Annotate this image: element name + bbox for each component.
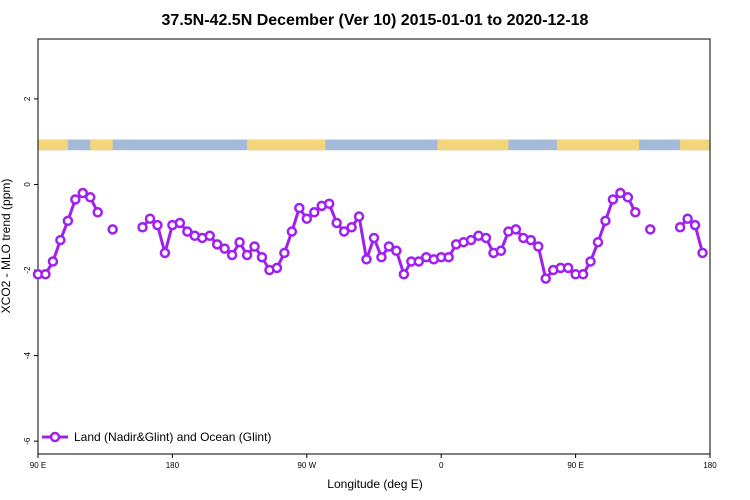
data-point bbox=[211, 239, 223, 250]
data-point bbox=[585, 256, 596, 267]
x-tick-label: 0 bbox=[439, 461, 444, 470]
chart-title: 37.5N-42.5N December (Ver 10) 2015-01-01… bbox=[162, 12, 589, 29]
y-tick-label: -2 bbox=[23, 266, 32, 274]
y-tick-label: 2 bbox=[23, 96, 32, 101]
data-point bbox=[137, 221, 148, 233]
data-point bbox=[592, 236, 604, 248]
data-point bbox=[577, 269, 589, 280]
data-point bbox=[622, 192, 634, 203]
x-axis: 90 E 180 90 W 0 90 E 180 bbox=[30, 454, 717, 470]
data-point bbox=[174, 217, 186, 229]
data-point bbox=[301, 213, 313, 224]
data-point bbox=[77, 187, 89, 199]
data-point bbox=[376, 251, 387, 263]
data-point bbox=[353, 211, 365, 222]
x-tick-label: 180 bbox=[166, 461, 180, 470]
data-point bbox=[331, 217, 342, 229]
data-point bbox=[540, 273, 551, 284]
data-point bbox=[533, 241, 544, 252]
y-tick-label: -4 bbox=[23, 351, 32, 359]
data-point bbox=[271, 262, 283, 274]
map-strip-land bbox=[437, 139, 509, 151]
x-axis-label: Longitude (deg E) bbox=[327, 477, 422, 491]
data-point bbox=[226, 249, 238, 261]
data-point bbox=[607, 194, 619, 205]
data-point bbox=[159, 247, 171, 259]
data-point bbox=[279, 247, 290, 259]
data-point bbox=[338, 226, 350, 237]
data-point bbox=[562, 262, 574, 274]
y-axis: 2 0 -2 -4 -6 bbox=[23, 96, 38, 445]
data-point bbox=[294, 202, 305, 214]
data-point bbox=[674, 221, 686, 233]
data-point bbox=[443, 251, 454, 263]
series-layer bbox=[32, 187, 708, 284]
data-point bbox=[645, 224, 656, 235]
y-tick-label: -6 bbox=[23, 437, 32, 445]
data-point bbox=[47, 256, 59, 267]
map-strip-land bbox=[680, 139, 710, 151]
data-point bbox=[697, 247, 708, 259]
y-axis-label: XCO2 - MLO trend (ppm) bbox=[0, 179, 13, 314]
x-tick-label: 180 bbox=[703, 461, 717, 470]
data-point bbox=[204, 230, 215, 242]
map-strip-land bbox=[38, 139, 68, 151]
data-point bbox=[413, 256, 425, 267]
data-point bbox=[40, 269, 51, 280]
data-point bbox=[323, 198, 335, 209]
data-point bbox=[256, 251, 268, 263]
data-point bbox=[182, 226, 193, 237]
data-point bbox=[152, 219, 163, 231]
data-point bbox=[234, 236, 245, 248]
map-strip-land bbox=[247, 139, 326, 151]
data-point bbox=[92, 207, 103, 218]
data-point bbox=[70, 194, 81, 205]
y-tick-label: 0 bbox=[23, 182, 32, 187]
data-point bbox=[346, 221, 357, 233]
data-point bbox=[241, 249, 253, 261]
map-strip-ocean bbox=[38, 139, 710, 151]
data-point bbox=[615, 187, 626, 199]
data-point bbox=[144, 213, 156, 224]
x-tick-label: 90 W bbox=[297, 461, 316, 470]
data-point bbox=[525, 234, 537, 246]
data-point bbox=[630, 207, 641, 218]
data-point bbox=[62, 215, 74, 227]
x-tick-label: 90 E bbox=[30, 461, 46, 470]
data-point bbox=[398, 269, 410, 280]
series-line bbox=[38, 191, 100, 276]
legend-label: Land (Nadir&Glint) and Ocean (Glint) bbox=[74, 430, 271, 444]
data-point bbox=[55, 234, 66, 246]
data-point bbox=[465, 234, 477, 246]
data-point bbox=[85, 192, 96, 203]
map-strip bbox=[38, 139, 710, 151]
data-point bbox=[391, 245, 402, 257]
data-point bbox=[249, 241, 260, 252]
data-point bbox=[689, 219, 701, 231]
data-point bbox=[309, 207, 320, 218]
plot-frame bbox=[37, 38, 711, 455]
legend-marker-sample bbox=[49, 431, 61, 443]
data-point bbox=[480, 232, 492, 244]
map-strip-land bbox=[90, 139, 113, 151]
data-point bbox=[361, 254, 372, 265]
data-point bbox=[600, 215, 611, 227]
data-point bbox=[383, 241, 395, 252]
data-point bbox=[682, 213, 693, 224]
data-point bbox=[286, 226, 298, 237]
data-point bbox=[107, 224, 118, 235]
data-point bbox=[510, 224, 522, 235]
legend: Land (Nadir&Glint) and Ocean (Glint) bbox=[42, 430, 271, 444]
x-tick-label: 90 E bbox=[567, 461, 583, 470]
data-point bbox=[495, 245, 507, 257]
data-point bbox=[368, 232, 380, 244]
data-point bbox=[219, 243, 230, 254]
map-strip-land bbox=[556, 139, 640, 151]
